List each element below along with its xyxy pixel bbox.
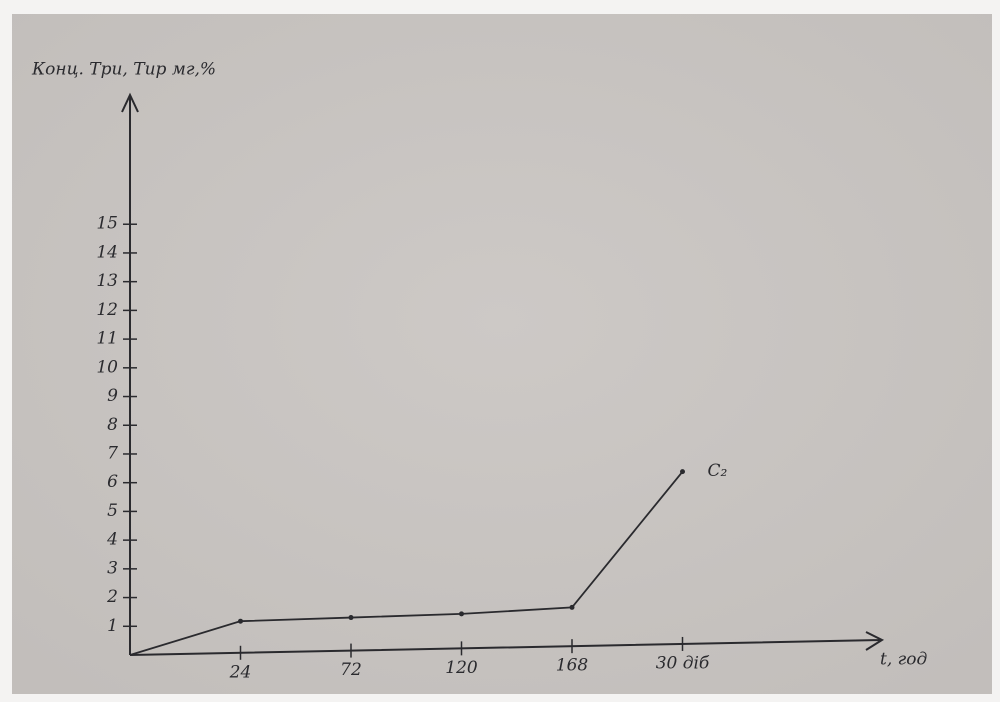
y-tick-label: 3: [107, 558, 118, 578]
y-tick-label: 10: [96, 357, 118, 377]
y-tick-label: 1: [107, 616, 118, 636]
x-tick-label: 30 діб: [656, 653, 710, 673]
y-tick-label: 2: [106, 587, 118, 607]
y-tick-label: 13: [96, 271, 118, 291]
x-axis-label: t, год: [880, 650, 927, 670]
y-tick-label: 7: [107, 443, 118, 463]
x-tick-label: 120: [445, 658, 478, 678]
y-tick-label: 14: [96, 242, 118, 262]
x-tick-label: 72: [340, 660, 362, 680]
y-axis-label: Конц. Три, Тир мг,%: [31, 60, 216, 80]
chart: Конц. Три, Тир мг,% t, год 1234567891011…: [0, 0, 1000, 702]
y-tick-label: 5: [107, 501, 118, 521]
y-tick-label: 8: [107, 415, 118, 435]
series-label: C₂: [708, 461, 728, 481]
y-tick-label: 15: [96, 214, 118, 234]
x-tick-label: 24: [229, 662, 252, 682]
paper: [12, 14, 992, 694]
y-tick-label: 11: [96, 329, 118, 349]
x-tick-label: 168: [556, 656, 589, 676]
y-tick-label: 9: [107, 386, 118, 406]
y-tick-label: 6: [107, 472, 118, 492]
y-tick-label: 4: [106, 530, 118, 550]
y-tick-label: 12: [96, 300, 118, 320]
